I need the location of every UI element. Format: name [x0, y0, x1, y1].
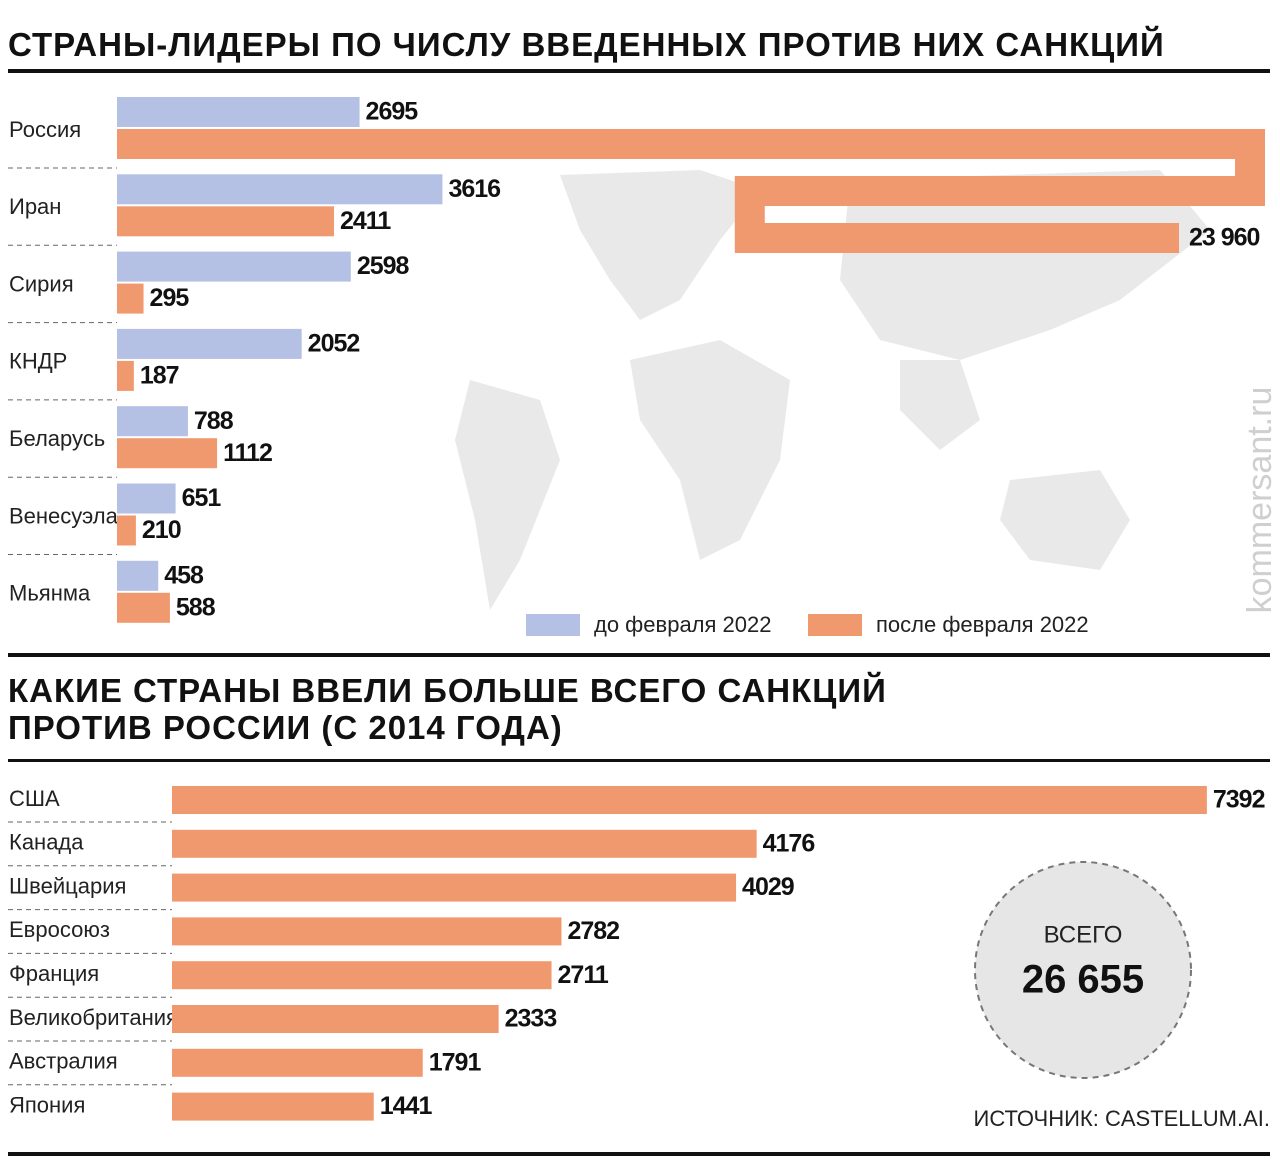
world-map — [455, 170, 1210, 610]
chart-title: СТРАНЫ-ЛИДЕРЫ ПО ЧИСЛУ ВВЕДЕННЫХ ПРОТИВ … — [8, 26, 1165, 63]
value-label: 3616 — [448, 175, 500, 203]
bar — [172, 786, 1207, 814]
rule — [8, 1152, 1270, 1156]
source: ИСТОЧНИК: CASTELLUM.AI. — [974, 1106, 1271, 1131]
legend-swatch — [808, 614, 862, 636]
bar — [117, 251, 351, 282]
category-label: Беларусь — [9, 426, 105, 451]
legend-swatch — [526, 614, 580, 636]
category-label: Иран — [9, 194, 61, 219]
value-label: 2333 — [505, 1005, 557, 1033]
category-label: Япония — [9, 1092, 85, 1117]
bar — [172, 961, 552, 990]
value-label: 295 — [150, 284, 190, 312]
category-label: Канада — [9, 830, 84, 855]
total-value: 26 655 — [1022, 958, 1144, 1002]
value-label: 4029 — [742, 873, 794, 901]
watermark: kommersant.ru — [1241, 387, 1279, 614]
category-label: США — [9, 786, 60, 811]
total-label: ВСЕГО — [1044, 921, 1123, 948]
value-label: 2052 — [308, 330, 360, 358]
category-label: Швейцария — [9, 873, 126, 898]
bar — [172, 829, 757, 858]
rule — [8, 69, 1270, 73]
bar — [117, 406, 188, 437]
bar — [117, 206, 334, 237]
bar — [117, 283, 144, 314]
bar — [117, 97, 360, 127]
bar-snake — [117, 129, 1265, 253]
category-label: Сирия — [9, 271, 74, 296]
value-label: 2782 — [567, 917, 619, 945]
value-label: 4176 — [763, 829, 815, 857]
category-label: КНДР — [9, 349, 67, 374]
bar — [117, 483, 176, 514]
value-label: 2695 — [366, 98, 419, 126]
total-circle — [974, 861, 1192, 1079]
value-label: 458 — [164, 561, 204, 589]
rule — [8, 653, 1270, 657]
value-label: 1441 — [380, 1092, 433, 1120]
legend-label: до февраля 2022 — [594, 612, 771, 637]
value-label: 588 — [176, 593, 216, 621]
bar — [172, 873, 737, 902]
bar — [117, 360, 134, 391]
value-label: 1112 — [223, 439, 272, 467]
value-label: 187 — [140, 362, 179, 390]
category-label: Россия — [9, 117, 81, 142]
value-label: 210 — [142, 516, 181, 544]
category-label: Евросоюз — [9, 917, 110, 942]
rule — [8, 759, 1270, 762]
value-label: 7392 — [1213, 786, 1265, 814]
bar — [172, 1005, 499, 1033]
bar — [117, 515, 136, 546]
value-label: 651 — [182, 484, 222, 512]
category-label: Австралия — [9, 1049, 118, 1074]
value-label: 2598 — [357, 252, 410, 280]
bar — [117, 174, 443, 205]
bar — [172, 1048, 423, 1077]
value-label: 1791 — [429, 1048, 482, 1076]
category-label: Франция — [9, 961, 99, 986]
chart-title: КАКИЕ СТРАНЫ ВВЕЛИ БОЛЬШЕ ВСЕГО САНКЦИЙ … — [8, 672, 887, 746]
legend-label: после февраля 2022 — [876, 612, 1089, 637]
value-label: 2711 — [558, 961, 609, 989]
bar — [117, 592, 170, 623]
category-label: Великобритания — [9, 1005, 178, 1030]
bar — [117, 438, 218, 469]
bar — [117, 560, 159, 591]
category-label: Венесуэла — [9, 503, 119, 528]
category-label: Мьянма — [9, 581, 91, 606]
bar — [117, 328, 302, 359]
value-label: 788 — [194, 407, 234, 435]
value-label: 2411 — [340, 207, 391, 235]
bar — [172, 917, 562, 946]
bar — [172, 1092, 374, 1121]
value-label: 23 960 — [1189, 224, 1260, 252]
